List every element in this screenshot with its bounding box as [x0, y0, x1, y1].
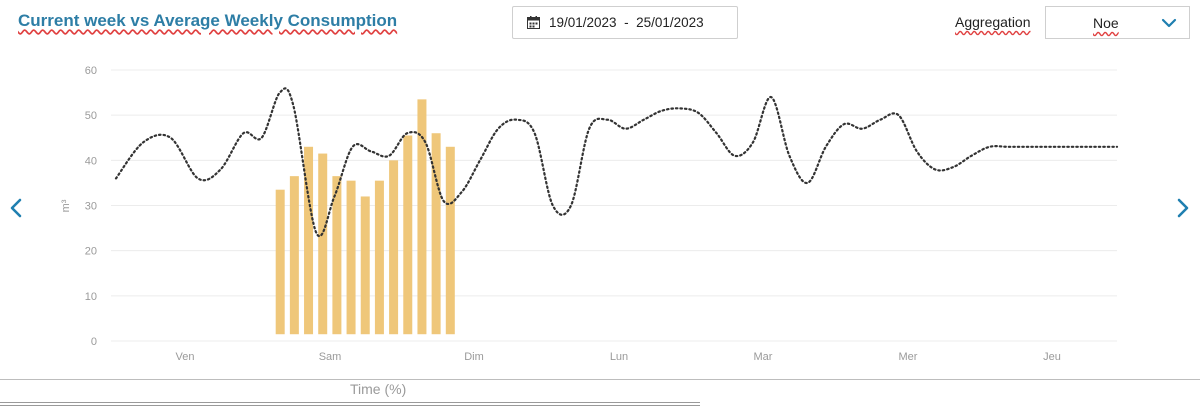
- y-tick-label: 60: [85, 65, 97, 77]
- x-tick-label: Sam: [319, 351, 342, 363]
- x-tick-label: Dim: [464, 351, 484, 363]
- average-line: [114, 87, 1119, 237]
- bar: [275, 189, 285, 335]
- x-tick-label: Ven: [176, 351, 195, 363]
- bar: [332, 176, 342, 335]
- bar: [417, 99, 427, 335]
- bar: [289, 176, 299, 335]
- aggregation-label: Aggregation: [955, 14, 1031, 30]
- bar: [431, 133, 441, 335]
- x-tick-label: Lun: [610, 351, 628, 363]
- x-tick-label: Mar: [754, 351, 773, 363]
- bar: [445, 146, 455, 335]
- calendar-icon: [527, 16, 540, 29]
- chevron-down-icon[interactable]: [1161, 16, 1177, 30]
- x-tick-label: Mer: [899, 351, 918, 363]
- divider: [0, 402, 700, 403]
- divider: [0, 405, 700, 406]
- chart-title: Current week vs Average Weekly Consumpti…: [18, 11, 398, 30]
- x-tick-label: Jeu: [1043, 351, 1061, 363]
- bar: [389, 160, 399, 335]
- y-tick-label: 30: [85, 201, 97, 213]
- date-range-picker[interactable]: 19/01/2023 - 25/01/2023: [512, 6, 738, 39]
- consumption-chart: 0 10 20 30 40 50 60 m³ Ven Sam Dim Lun Mar Mer Jeu: [60, 65, 1119, 363]
- y-tick-label: 10: [85, 291, 97, 303]
- date-range-text: 19/01/2023 - 25/01/2023: [549, 15, 704, 30]
- y-tick-label: 20: [85, 246, 97, 258]
- bar: [374, 180, 384, 335]
- aggregation-value: Noe: [1093, 15, 1119, 31]
- bar: [318, 153, 328, 335]
- aggregation-select[interactable]: Noe: [1045, 6, 1190, 39]
- bar: [360, 196, 370, 335]
- y-tick-label: 0: [91, 336, 97, 348]
- y-tick-label: 40: [85, 155, 97, 167]
- y-tick-label: 50: [85, 110, 97, 122]
- bar: [346, 180, 356, 335]
- chevron-left-icon[interactable]: [6, 196, 26, 220]
- bar: [403, 135, 413, 335]
- divider: [0, 379, 1200, 380]
- bar: [304, 146, 314, 335]
- x-axis-title: Time (%): [350, 381, 407, 397]
- chevron-right-icon[interactable]: [1173, 196, 1193, 220]
- y-axis-label: m³: [60, 199, 72, 212]
